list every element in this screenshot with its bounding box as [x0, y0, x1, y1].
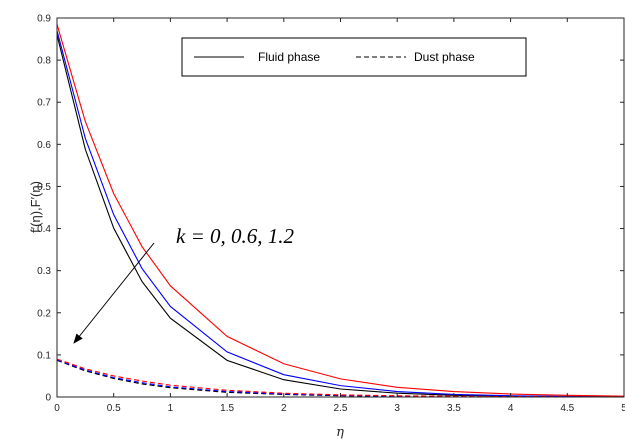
- x-tick-label: 5: [621, 403, 625, 414]
- x-tick-label: 0.5: [107, 403, 121, 414]
- annotation-label: k = 0, 0.6, 1.2: [176, 224, 294, 248]
- x-axis-title: η: [336, 425, 344, 439]
- y-tick-label: 0.2: [37, 308, 51, 319]
- x-tick-label: 1: [168, 403, 174, 414]
- legend-label-dust-phase: Dust phase: [414, 50, 475, 64]
- x-tick-label: 3.5: [447, 403, 461, 414]
- y-tick-label: 0.3: [37, 266, 51, 277]
- x-tick-label: 4.5: [560, 403, 574, 414]
- y-tick-label: 0.8: [37, 56, 51, 67]
- y-tick-label: 0.9: [37, 14, 51, 25]
- axis-ticks: 0 0.5 1 1.5 2 2.5 3 3.5 4 4.5 5 0 0.1 0.2 0.3 0.4 0.5 0.6…: [37, 14, 625, 415]
- x-tick-label: 3: [394, 403, 400, 414]
- annotation-arrow: [73, 242, 155, 344]
- legend-label-fluid-phase: Fluid phase: [258, 50, 320, 64]
- y-tick-label: 0.7: [37, 98, 51, 109]
- y-tick-label: 0.5: [37, 182, 51, 193]
- x-tick-label: 0: [54, 403, 60, 414]
- y-tick-label: 0.4: [37, 224, 51, 235]
- plot-area-background: [57, 18, 624, 397]
- legend: Fluid phase Dust phase: [181, 37, 527, 77]
- x-tick-label: 1.5: [220, 403, 234, 414]
- x-tick-label: 4: [508, 403, 514, 414]
- y-tick-label: 0: [45, 393, 51, 404]
- y-tick-label: 0.1: [37, 350, 51, 361]
- y-tick-label: 0.6: [37, 140, 51, 151]
- x-tick-label: 2: [281, 403, 287, 414]
- x-tick-label: 2.5: [334, 403, 348, 414]
- y-axis-title: f′(η),F′(η): [28, 181, 43, 233]
